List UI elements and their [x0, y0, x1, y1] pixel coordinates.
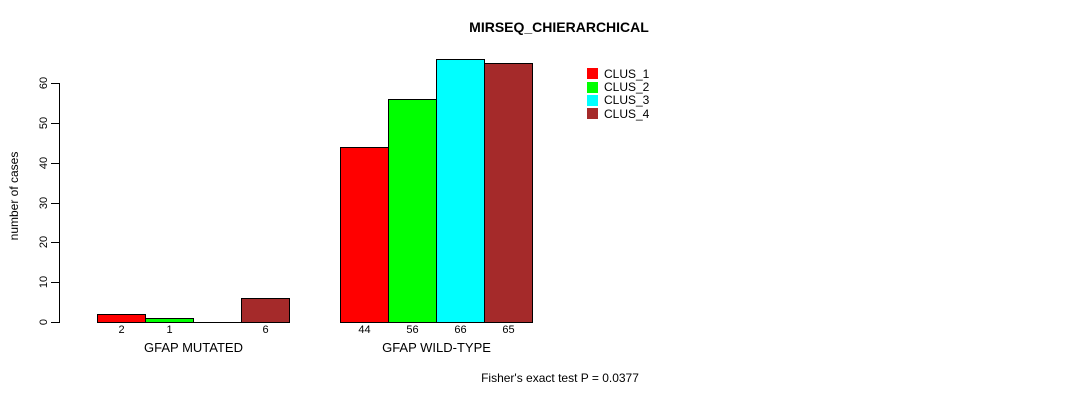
y-axis-tick: [51, 282, 59, 284]
bar-clus-4-gfap-wild-type: [484, 63, 533, 323]
y-axis-tick: [51, 83, 59, 84]
bar-clus-1-gfap-mutated: [97, 314, 146, 323]
y-axis-tick: [51, 202, 59, 204]
legend-label: CLUS_3: [604, 93, 650, 108]
y-axis-tick-label: 30: [38, 196, 50, 209]
legend-label: CLUS_2: [604, 80, 650, 95]
y-axis-tick-label: 40: [38, 156, 50, 169]
legend-swatch-clus-1: [587, 68, 598, 80]
legend-swatch-clus-3: [587, 94, 598, 106]
bar-value-label: 66: [454, 324, 467, 336]
y-axis-tick-label: 50: [38, 116, 50, 129]
bar-value-label: 44: [358, 324, 371, 336]
group-label-gfap-mutated: GFAP MUTATED: [144, 340, 243, 355]
y-axis-tick: [51, 242, 59, 244]
y-axis-tick: [51, 322, 59, 323]
legend-swatch-clus-2: [587, 81, 598, 93]
legend-item-clus-1: CLUS_1: [587, 66, 650, 81]
bar-clus-2-gfap-wild-type: [388, 99, 437, 323]
y-axis-tick: [51, 162, 59, 164]
y-axis-tick-label: 10: [38, 276, 50, 289]
legend-swatch-clus-4: [587, 108, 598, 120]
legend-item-clus-4: CLUS_4: [587, 106, 650, 121]
y-axis-line: [59, 83, 60, 323]
bar-clus-4-gfap-mutated: [241, 298, 290, 323]
legend: CLUS_1 CLUS_2 CLUS_3 CLUS_4: [587, 67, 649, 121]
legend-item-clus-2: CLUS_2: [587, 80, 650, 95]
bar-value-label: 1: [166, 324, 173, 336]
y-axis-title: number of cases: [7, 151, 21, 241]
bar-clus-1-gfap-wild-type: [340, 147, 389, 323]
bar-value-label: 2: [118, 324, 125, 336]
bar-value-label: 6: [262, 324, 269, 336]
bar-clus-2-gfap-mutated: [145, 318, 194, 323]
bar-value-label: 56: [406, 324, 419, 336]
bar-value-label: 65: [502, 324, 515, 336]
legend-item-clus-3: CLUS_3: [587, 93, 650, 108]
legend-label: CLUS_1: [604, 66, 650, 81]
bar-clus-3-gfap-wild-type: [436, 59, 485, 323]
y-axis-tick: [51, 122, 59, 124]
footer-note: Fisher's exact test P = 0.0377: [481, 371, 639, 385]
group-label-gfap-wild-type: GFAP WILD-TYPE: [382, 340, 491, 355]
chart-title: MIRSEQ_CHIERARCHICAL: [469, 19, 649, 35]
y-axis-tick-label: 0: [38, 318, 50, 326]
y-axis-tick-label: 60: [38, 76, 50, 90]
legend-label: CLUS_4: [604, 106, 650, 121]
y-axis-tick-label: 20: [38, 236, 50, 249]
